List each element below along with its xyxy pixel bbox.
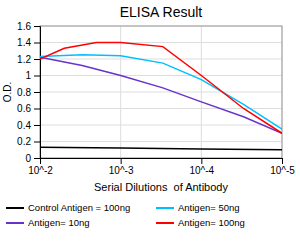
- y-tick: 0.8: [17, 87, 40, 98]
- y-tick: 0: [25, 153, 40, 164]
- x-tick: 10^-3: [109, 158, 134, 176]
- y-tick-label: 1.6: [17, 21, 31, 32]
- legend-label: Control Antigen = 100ng: [28, 202, 130, 213]
- x-tick-mark: [121, 158, 122, 164]
- x-tick: 10^-2: [28, 158, 53, 176]
- y-tick: 1.6: [17, 21, 40, 32]
- y-tick: 1.2: [17, 54, 40, 65]
- grid: [40, 26, 282, 158]
- y-tick-mark: [34, 26, 40, 27]
- title: ELISA Result: [120, 4, 203, 20]
- y-tick-mark: [34, 92, 40, 93]
- grid-line-y: [40, 92, 282, 93]
- y-tick: 0.4: [17, 120, 40, 131]
- lines: [40, 43, 282, 150]
- x-axis-title: Serial Dilutions of Antibody: [94, 181, 228, 193]
- y-tick: 0.2: [17, 136, 40, 147]
- y-tick: 0.6: [17, 103, 40, 114]
- plot-area: 10^-2 10^-3 10^-4 10^-5 0 0.2 0.4 0.6 0.8 1 1.2 1.4…: [17, 21, 295, 176]
- x-tick-label: 10^-5: [270, 165, 295, 176]
- y-tick-label: 0.2: [17, 136, 31, 147]
- series-line: [40, 43, 282, 134]
- y-tick-label: 0.4: [17, 120, 31, 131]
- legend-label: Antigen= 10ng: [28, 217, 90, 228]
- series-line: [40, 147, 282, 149]
- y-tick-mark: [34, 109, 40, 110]
- x-axis-line: [41, 159, 283, 165]
- y-tick-label: 0.6: [17, 103, 31, 114]
- grid-line-y: [40, 59, 282, 60]
- y-tick: 1: [25, 70, 40, 81]
- grid-line-y: [40, 125, 282, 126]
- plot-frame: [40, 26, 282, 158]
- x-tick-label: 10^-4: [189, 165, 214, 176]
- grid-line-y: [40, 42, 282, 43]
- series-line: [40, 57, 282, 133]
- y-axis: 0 0.2 0.4 0.6 0.8 1 1.2 1.4 1.6: [17, 21, 40, 164]
- y-tick-label: 1.4: [17, 37, 31, 48]
- x-tick: 10^-5: [270, 158, 295, 176]
- x-tick-mark: [201, 158, 202, 164]
- grid-line-y: [40, 141, 282, 142]
- x-tick: 10^-4: [189, 158, 214, 176]
- chart-container: 10^-2 10^-3 10^-4 10^-5 0 0.2 0.4 0.6 0.8 1 1.2 1.4…: [0, 0, 300, 250]
- y-tick-mark: [34, 76, 40, 77]
- grid-line-y: [40, 75, 282, 76]
- y-axis-title: O.D.: [2, 82, 13, 103]
- x-axis: 10^-2 10^-3 10^-4 10^-5: [28, 158, 295, 176]
- y-tick-label: 0.8: [17, 87, 31, 98]
- x-tick-mark: [282, 158, 283, 164]
- legend-swatch: [6, 222, 24, 224]
- legend-swatch: [156, 207, 174, 209]
- y-tick-mark: [34, 142, 40, 143]
- x-tick-label: 10^-3: [109, 165, 134, 176]
- y-tick: 1.4: [17, 37, 40, 48]
- grid-line-y: [40, 108, 282, 109]
- y-tick-label: 1: [25, 70, 31, 81]
- y-tick-mark: [34, 59, 40, 60]
- legend-swatch: [6, 207, 24, 209]
- x-tick-label: 10^-2: [28, 165, 53, 176]
- legend-item: Antigen= 50ng: [156, 202, 240, 213]
- legend-label: Antigen= 50ng: [178, 202, 240, 213]
- y-tick-mark: [34, 125, 40, 126]
- y-axis-line: [34, 27, 41, 159]
- legend-label: Antigen= 100ng: [178, 217, 245, 228]
- y-tick-label: 0: [25, 153, 31, 164]
- y-tick-mark: [34, 43, 40, 44]
- legend-item: Control Antigen = 100ng: [6, 202, 130, 213]
- legend-item: Antigen= 100ng: [156, 217, 245, 228]
- y-tick-label: 1.2: [17, 54, 31, 65]
- chart-svg: 10^-2 10^-3 10^-4 10^-5 0 0.2 0.4 0.6 0.8 1 1.2 1.4…: [0, 0, 300, 250]
- legend-item: Antigen= 10ng: [6, 217, 90, 228]
- legend: Control Antigen = 100ng Antigen= 10ng Anti…: [6, 202, 245, 228]
- legend-swatch: [156, 222, 174, 224]
- y-tick-mark: [34, 158, 40, 159]
- series-line: [40, 55, 282, 129]
